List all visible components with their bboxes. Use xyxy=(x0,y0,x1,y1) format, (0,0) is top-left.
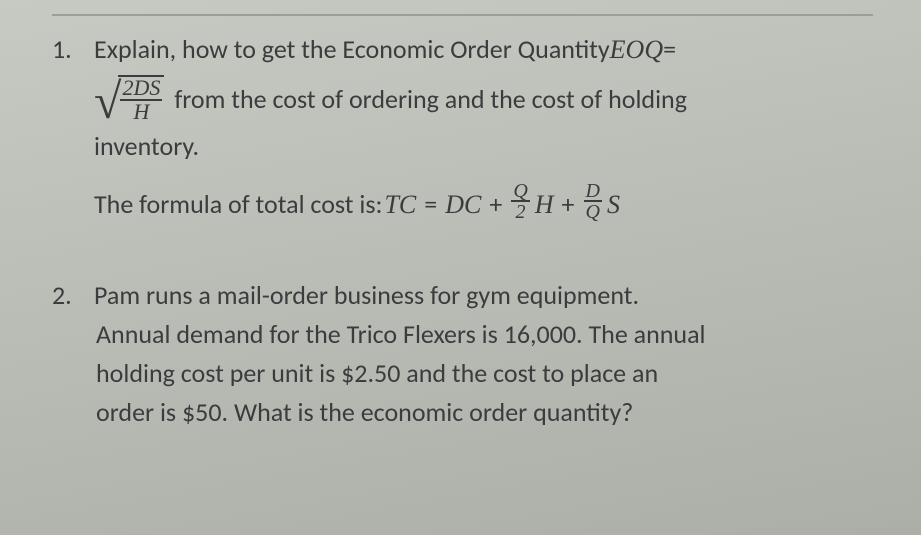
q1-plus-1: + xyxy=(489,185,502,224)
q1-line-2: √ 2DS H from the cost of ordering and th… xyxy=(52,75,877,123)
q1-var-dc: DC xyxy=(445,185,481,224)
q2-number: 2. xyxy=(52,276,94,315)
q1-frac-2: D Q xyxy=(584,182,602,222)
q1-text-c: inventory. xyxy=(94,127,199,166)
horizontal-rule xyxy=(52,14,873,16)
q1-number: 1. xyxy=(52,30,94,69)
q1-text-a: Explain, how to get the Economic Order Q… xyxy=(94,30,610,69)
q1-rad-numerator: 2DS xyxy=(120,77,162,101)
q1-eq-sign: = xyxy=(663,30,676,69)
q2-text-3: holding cost per unit is $2.50 and the c… xyxy=(96,354,658,393)
q1-line-1: 1. Explain, how to get the Economic Orde… xyxy=(52,30,877,69)
q1-frac2-den: Q xyxy=(584,202,602,222)
q1-rad-denominator: H xyxy=(133,101,149,123)
q2-line-4: order is $50. What is the economic order… xyxy=(52,393,877,432)
q1-var-tc: TC xyxy=(384,185,416,224)
q1-eoq-var: EOQ xyxy=(610,30,663,69)
q1-frac2-num: D xyxy=(584,182,602,202)
q1-var-h: H xyxy=(535,185,554,224)
q1-eq: = xyxy=(424,185,437,224)
q1-frac1-num: Q xyxy=(511,182,529,202)
q2-text-2: Annual demand for the Trico Flexers is 1… xyxy=(96,315,706,354)
radical-sign-icon: √ xyxy=(94,81,121,121)
q2-text-4: order is $50. What is the economic order… xyxy=(96,393,633,432)
q1-plus-2: + xyxy=(562,185,575,224)
q1-text-d: The formula of total cost is: xyxy=(94,185,382,224)
q1-frac-1: Q 2 xyxy=(511,182,529,222)
q1-frac1-den: 2 xyxy=(514,202,528,222)
q1-radical: √ 2DS H xyxy=(94,75,164,123)
q1-radicand: 2DS H xyxy=(118,75,164,123)
question-2: 2. Pam runs a mail-order business for gy… xyxy=(52,276,877,432)
q2-line-2: Annual demand for the Trico Flexers is 1… xyxy=(52,315,877,354)
q2-text-1: Pam runs a mail-order business for gym e… xyxy=(94,276,639,315)
q1-text-b: from the cost of ordering and the cost o… xyxy=(174,80,687,119)
q2-line-1: 2. Pam runs a mail-order business for gy… xyxy=(52,276,877,315)
q1-line-3: inventory. xyxy=(52,127,877,166)
q1-var-s: S xyxy=(607,185,620,224)
document-page: 1. Explain, how to get the Economic Orde… xyxy=(0,0,921,535)
question-1: 1. Explain, how to get the Economic Orde… xyxy=(52,30,877,224)
q2-line-3: holding cost per unit is $2.50 and the c… xyxy=(52,354,877,393)
q1-line-4: The formula of total cost is: TC = DC + … xyxy=(52,184,877,224)
